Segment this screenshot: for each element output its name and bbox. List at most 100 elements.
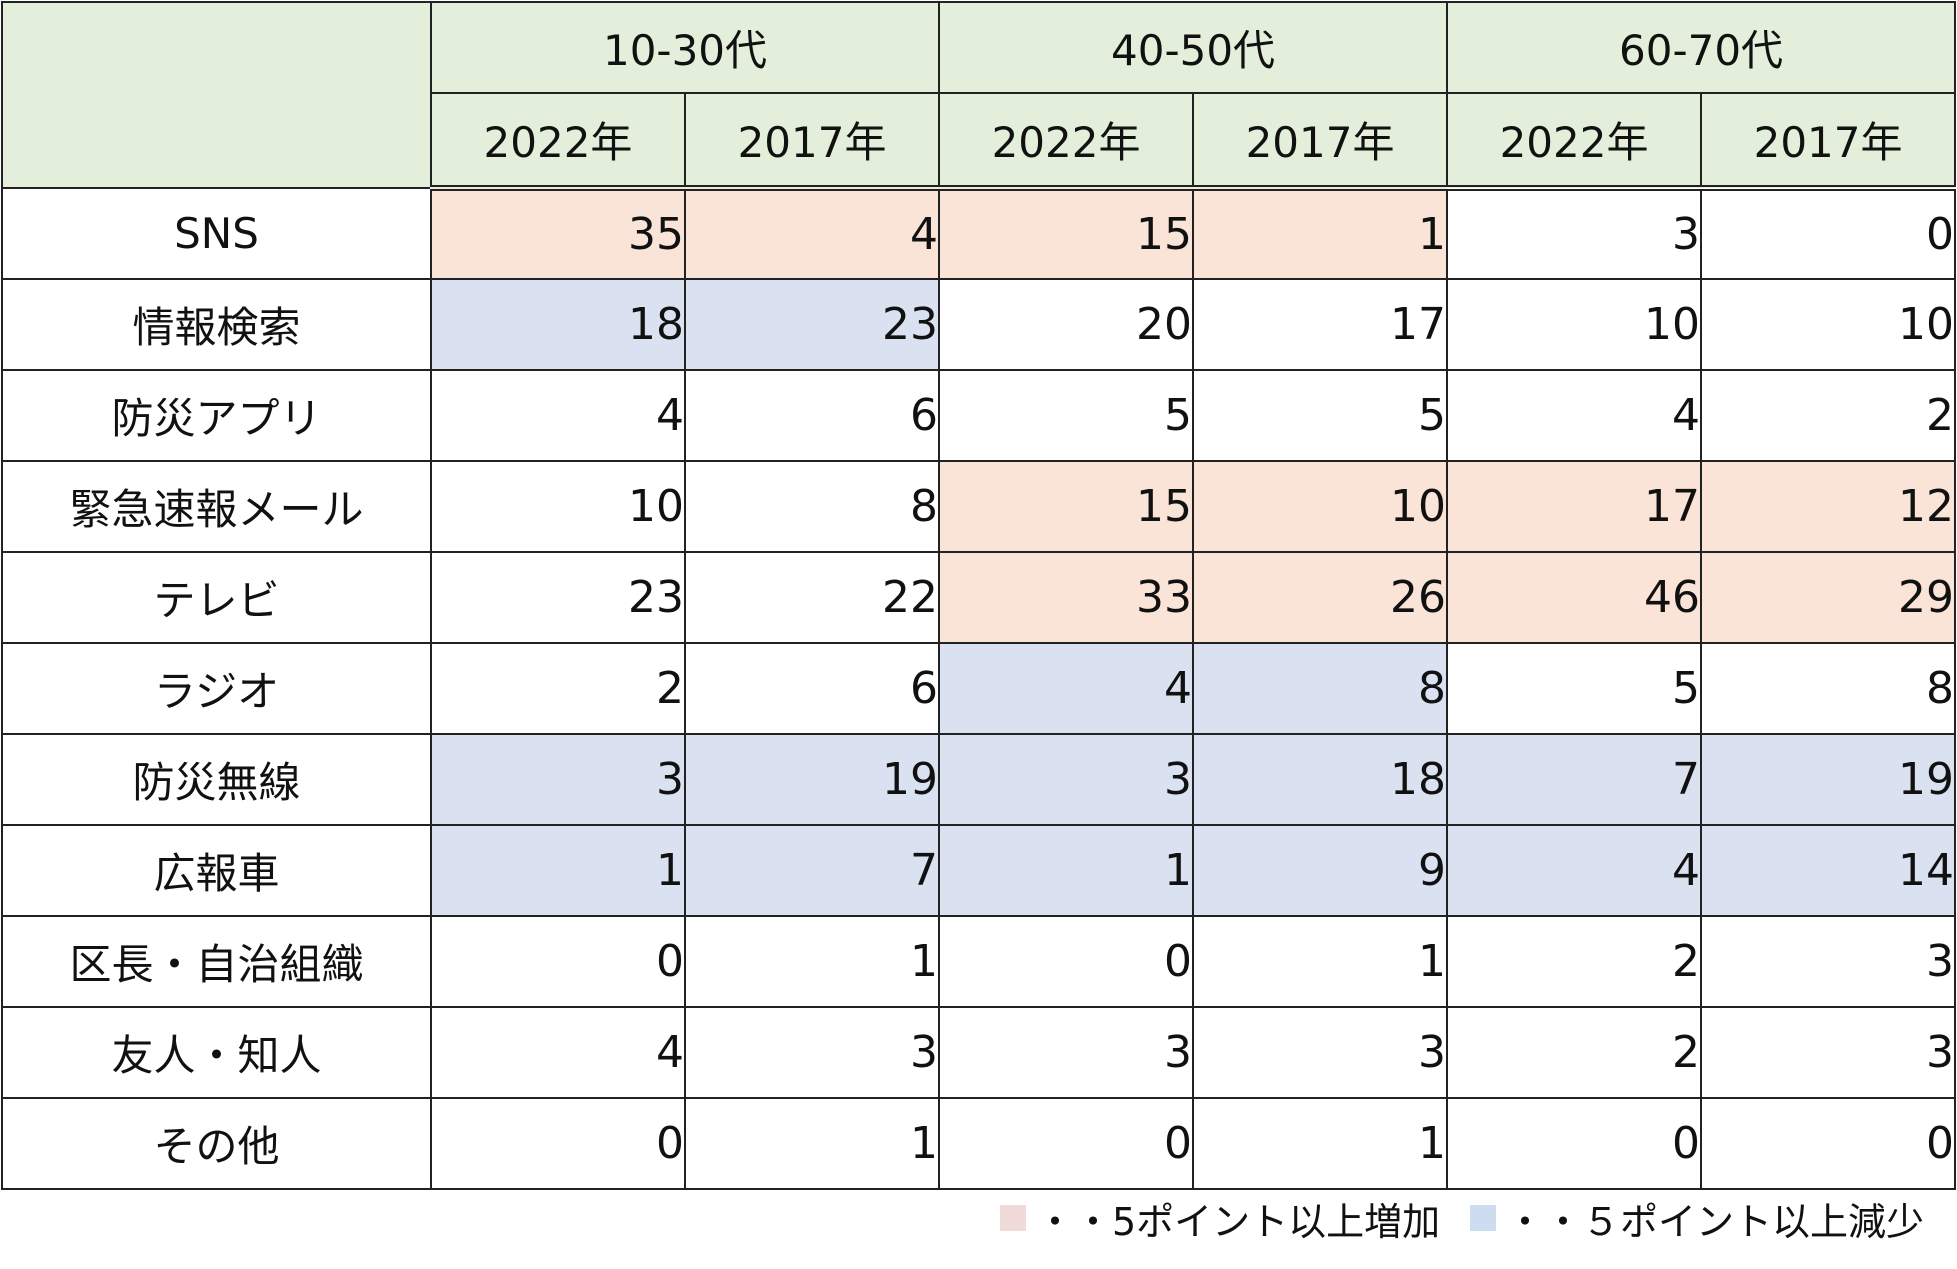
value-cell: 10 [1192, 460, 1449, 553]
table-row: 友人・知人 4 3 3 3 2 3 [1, 1006, 1957, 1099]
value-cell: 17 [1446, 460, 1703, 553]
value-cell: 10 [1446, 278, 1703, 371]
legend-decrease-label: ・・５ポイント以上減少 [1506, 1199, 1925, 1244]
value-cell: 5 [1192, 369, 1449, 462]
value-cell: 1 [1192, 187, 1449, 280]
value-cell: 3 [430, 733, 686, 826]
value-cell: 3 [1700, 915, 1957, 1008]
row-label: SNS [1, 187, 432, 280]
value-cell: 5 [1446, 642, 1703, 735]
value-cell: 1 [1192, 915, 1449, 1008]
decrease-swatch [1470, 1205, 1496, 1231]
value-cell: 8 [683, 460, 941, 553]
value-cell: 18 [430, 278, 686, 371]
value-cell: 1 [683, 1097, 941, 1190]
value-cell: 2 [1700, 369, 1957, 462]
value-cell: 19 [683, 733, 941, 826]
value-cell: 26 [1192, 551, 1449, 644]
year-header: 2022年 [1446, 92, 1703, 191]
value-cell: 12 [1700, 460, 1957, 553]
value-cell: 3 [683, 1006, 941, 1099]
year-header: 2022年 [938, 92, 1195, 191]
value-cell: 10 [430, 460, 686, 553]
table-row: その他 0 1 0 1 0 0 [1, 1097, 1957, 1190]
value-cell: 4 [938, 642, 1195, 735]
value-cell: 23 [430, 551, 686, 644]
legend-decrease: ・・５ポイント以上減少 [1470, 1198, 1924, 1244]
row-label: 緊急速報メール [1, 460, 432, 553]
value-cell: 14 [1700, 824, 1957, 917]
value-cell: 35 [430, 187, 686, 280]
table-row: 広報車 1 7 1 9 4 14 [1, 824, 1957, 917]
value-cell: 23 [683, 278, 941, 371]
value-cell: 8 [1700, 642, 1957, 735]
value-cell: 33 [938, 551, 1195, 644]
value-cell: 0 [938, 1097, 1195, 1190]
row-label: 防災無線 [1, 733, 432, 826]
value-cell: 3 [1446, 187, 1703, 280]
group-header: 10-30代 [429, 1, 941, 94]
table-row: 緊急速報メール 10 8 15 10 17 12 [1, 460, 1957, 553]
value-cell: 4 [1446, 824, 1703, 917]
value-cell: 20 [938, 278, 1195, 371]
value-cell: 0 [1446, 1097, 1703, 1190]
value-cell: 3 [938, 733, 1195, 826]
value-cell: 1 [683, 915, 941, 1008]
value-cell: 0 [938, 915, 1195, 1008]
row-label: 情報検索 [1, 278, 432, 371]
value-cell: 1 [430, 824, 686, 917]
value-cell: 9 [1192, 824, 1449, 917]
value-cell: 19 [1700, 733, 1957, 826]
group-header: 60-70代 [1446, 1, 1957, 94]
table-row: 情報検索 18 23 20 17 10 10 [1, 278, 1957, 371]
table-row: テレビ 23 22 33 26 46 29 [1, 551, 1957, 644]
row-label: ラジオ [1, 642, 432, 735]
row-label: 広報車 [1, 824, 432, 917]
value-cell: 3 [1700, 1006, 1957, 1099]
header-corner [1, 1, 432, 189]
group-header: 40-50代 [938, 1, 1449, 94]
value-cell: 4 [683, 187, 941, 280]
table-row: 区長・自治組織 0 1 0 1 2 3 [1, 915, 1957, 1008]
value-cell: 4 [430, 369, 686, 462]
value-cell: 10 [1700, 278, 1957, 371]
data-table: 10-30代 40-50代 60-70代 2022年 2017年 2022年 2… [1, 1, 1957, 1190]
row-label: 区長・自治組織 [1, 915, 432, 1008]
year-header: 2017年 [1700, 92, 1957, 191]
value-cell: 3 [938, 1006, 1195, 1099]
legend-increase-label: ・・5ポイント以上増加 [1036, 1199, 1441, 1244]
value-cell: 22 [683, 551, 941, 644]
row-label: その他 [1, 1097, 432, 1190]
value-cell: 0 [430, 1097, 686, 1190]
table-body: SNS 35 4 15 1 3 0 情報検索 18 23 20 17 10 10 防災アプリ 4 6 5 5 4 2 緊急… [1, 187, 1957, 1190]
value-cell: 0 [430, 915, 686, 1008]
value-cell: 17 [1192, 278, 1449, 371]
year-header: 2017年 [1192, 92, 1449, 191]
value-cell: 4 [1446, 369, 1703, 462]
row-label: 防災アプリ [1, 369, 432, 462]
table-row: SNS 35 4 15 1 3 0 [1, 187, 1957, 280]
year-header: 2022年 [430, 92, 686, 191]
value-cell: 6 [683, 642, 941, 735]
value-cell: 8 [1192, 642, 1449, 735]
table-row: 防災アプリ 4 6 5 5 4 2 [1, 369, 1957, 462]
value-cell: 1 [938, 824, 1195, 917]
value-cell: 0 [1700, 1097, 1957, 1190]
increase-swatch [1000, 1205, 1026, 1231]
year-header: 2017年 [683, 92, 941, 191]
value-cell: 0 [1700, 187, 1957, 280]
legend-increase: ・・5ポイント以上増加 [1000, 1198, 1440, 1244]
value-cell: 3 [1192, 1006, 1449, 1099]
value-cell: 4 [430, 1006, 686, 1099]
value-cell: 2 [1446, 915, 1703, 1008]
value-cell: 29 [1700, 551, 1957, 644]
value-cell: 7 [1446, 733, 1703, 826]
value-cell: 7 [683, 824, 941, 917]
value-cell: 15 [938, 460, 1195, 553]
value-cell: 46 [1446, 551, 1703, 644]
value-cell: 6 [683, 369, 941, 462]
row-label: 友人・知人 [1, 1006, 432, 1099]
table-row: ラジオ 2 6 4 8 5 8 [1, 642, 1957, 735]
value-cell: 5 [938, 369, 1195, 462]
value-cell: 2 [430, 642, 686, 735]
